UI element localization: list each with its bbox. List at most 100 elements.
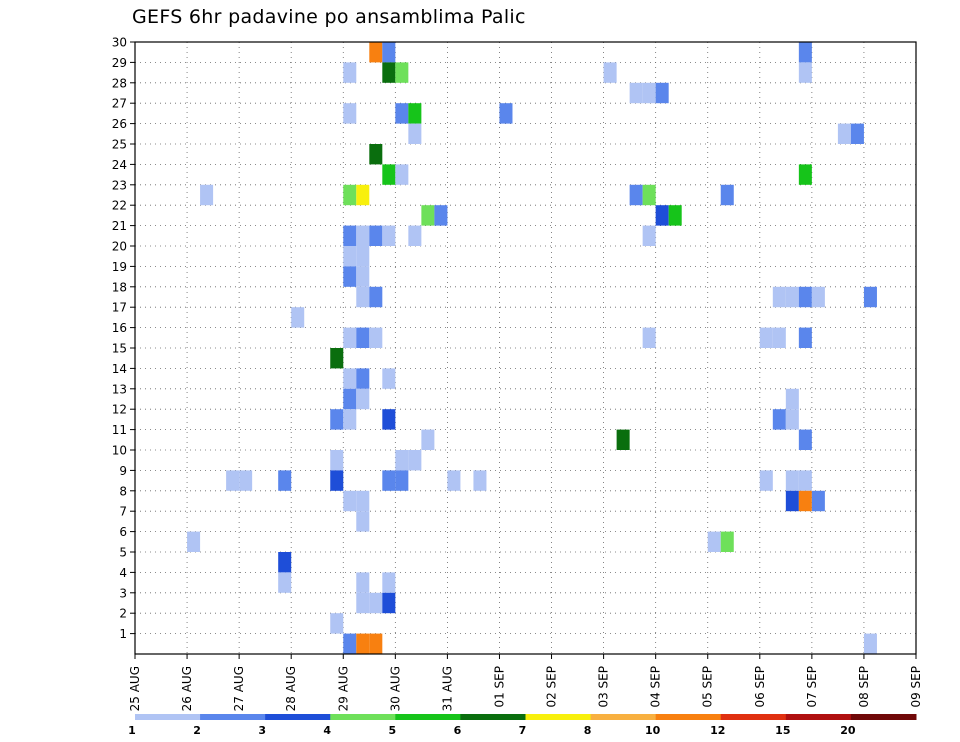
heatmap-cell <box>642 82 656 104</box>
heatmap-cell <box>629 184 643 206</box>
heatmap-cell <box>382 368 396 389</box>
x-tick-label: 03 SEP <box>597 666 611 708</box>
y-tick-label: 19 <box>112 260 127 274</box>
heatmap-cell <box>395 62 409 83</box>
colorbar-label: 7 <box>519 724 527 737</box>
colorbar-segment <box>525 714 592 720</box>
colorbar-label: 12 <box>710 724 725 737</box>
heatmap-cell <box>473 470 487 491</box>
x-tick-label: 29 AUG <box>336 666 350 711</box>
heatmap-cell <box>798 286 812 308</box>
colorbar-segment <box>850 714 917 720</box>
heatmap-cell <box>356 633 370 654</box>
heatmap-cell <box>785 286 799 308</box>
heatmap-cell <box>382 592 396 614</box>
heatmap-cell <box>382 409 396 430</box>
x-tick-label: 01 SEP <box>492 666 506 708</box>
heatmap-cell <box>395 103 409 124</box>
heatmap-cell <box>421 205 435 226</box>
colorbar-label: 4 <box>323 724 331 737</box>
colorbar-label: 3 <box>258 724 266 737</box>
colorbar-label: 8 <box>584 724 592 737</box>
heatmap-cell <box>447 470 461 491</box>
colorbar-segment <box>395 714 461 720</box>
heatmap-cell <box>499 103 513 124</box>
heatmap-cell <box>291 307 305 328</box>
heatmap-cell <box>772 409 786 430</box>
heatmap-cell <box>369 225 383 246</box>
y-tick-label: 27 <box>112 97 127 111</box>
heatmap-cell <box>811 490 825 512</box>
heatmap-cell <box>811 286 825 308</box>
heatmap-cell <box>720 531 734 552</box>
heatmap-cell <box>343 62 357 83</box>
colorbar-segment <box>135 714 201 720</box>
heatmap-cell <box>278 552 292 573</box>
heatmap-cell <box>408 123 422 144</box>
heatmap-cell <box>382 42 396 63</box>
heatmap-cell <box>837 123 851 144</box>
heatmap-cell <box>798 490 812 512</box>
heatmap-cell <box>382 470 396 491</box>
heatmap-cell <box>850 123 864 144</box>
heatmap-cell <box>434 205 448 226</box>
y-tick-label: 23 <box>112 178 127 192</box>
heatmap-cell <box>356 327 370 348</box>
heatmap-cell <box>187 531 201 552</box>
heatmap-cell <box>629 82 643 104</box>
heatmap-cell <box>772 286 786 308</box>
x-tick-label: 28 AUG <box>284 666 298 711</box>
heatmap-cell <box>707 531 721 552</box>
x-tick-label: 27 AUG <box>232 666 246 711</box>
heatmap-cell <box>356 388 370 410</box>
y-tick-label: 14 <box>112 362 127 376</box>
colorbar-label: 2 <box>193 724 201 737</box>
heatmap-cell <box>382 62 396 83</box>
heatmap-cell <box>356 490 370 512</box>
heatmap-cell <box>356 266 370 287</box>
heatmap-cell <box>642 225 656 246</box>
x-tick-label: 04 SEP <box>649 666 663 708</box>
heatmap-cell <box>356 572 370 593</box>
x-tick-label: 05 SEP <box>701 666 715 708</box>
y-tick-label: 26 <box>112 117 127 131</box>
x-tick-label: 08 SEP <box>857 666 871 708</box>
heatmap-cell <box>382 225 396 246</box>
heatmap-cell <box>395 164 409 185</box>
heatmap-cell <box>408 103 422 124</box>
colorbar-segment <box>590 714 657 720</box>
heatmap-cell <box>239 470 253 491</box>
heatmap-cell <box>356 592 370 614</box>
heatmap-cell <box>343 225 357 246</box>
heatmap-cell <box>330 409 344 430</box>
x-tick-label: 30 AUG <box>388 666 402 711</box>
y-tick-label: 28 <box>112 76 127 90</box>
heatmap-cell <box>356 511 370 532</box>
y-tick-label: 1 <box>119 627 127 641</box>
heatmap-cell <box>278 470 292 491</box>
heatmap-cell <box>330 470 344 491</box>
colorbar-label: 20 <box>840 724 856 737</box>
heatmap-cell <box>369 286 383 308</box>
heatmap-cell <box>655 82 669 104</box>
y-tick-label: 18 <box>112 280 127 294</box>
colorbar-label: 5 <box>389 724 397 737</box>
colorbar-segment <box>655 714 722 720</box>
heatmap-cell <box>616 429 630 450</box>
heatmap-cell <box>642 327 656 348</box>
heatmap-cell <box>356 225 370 246</box>
heatmap-cell <box>772 327 786 348</box>
heatmap-cell <box>798 429 812 450</box>
heatmap-cell <box>382 164 396 185</box>
x-tick-label: 26 AUG <box>180 666 194 711</box>
y-tick-label: 9 <box>119 464 127 478</box>
colorbar-segment <box>330 714 396 720</box>
colorbar: 1 2 3 4 5 6 7 8 10 12 15 20 <box>128 714 917 737</box>
heatmap-cell <box>343 184 357 206</box>
heatmap-cell <box>421 429 435 450</box>
x-tick-label: 09 SEP <box>909 666 923 708</box>
heatmap-cell <box>330 613 344 634</box>
heatmap-cell <box>798 62 812 83</box>
heatmap-cell <box>343 266 357 287</box>
y-tick-label: 6 <box>119 525 127 539</box>
